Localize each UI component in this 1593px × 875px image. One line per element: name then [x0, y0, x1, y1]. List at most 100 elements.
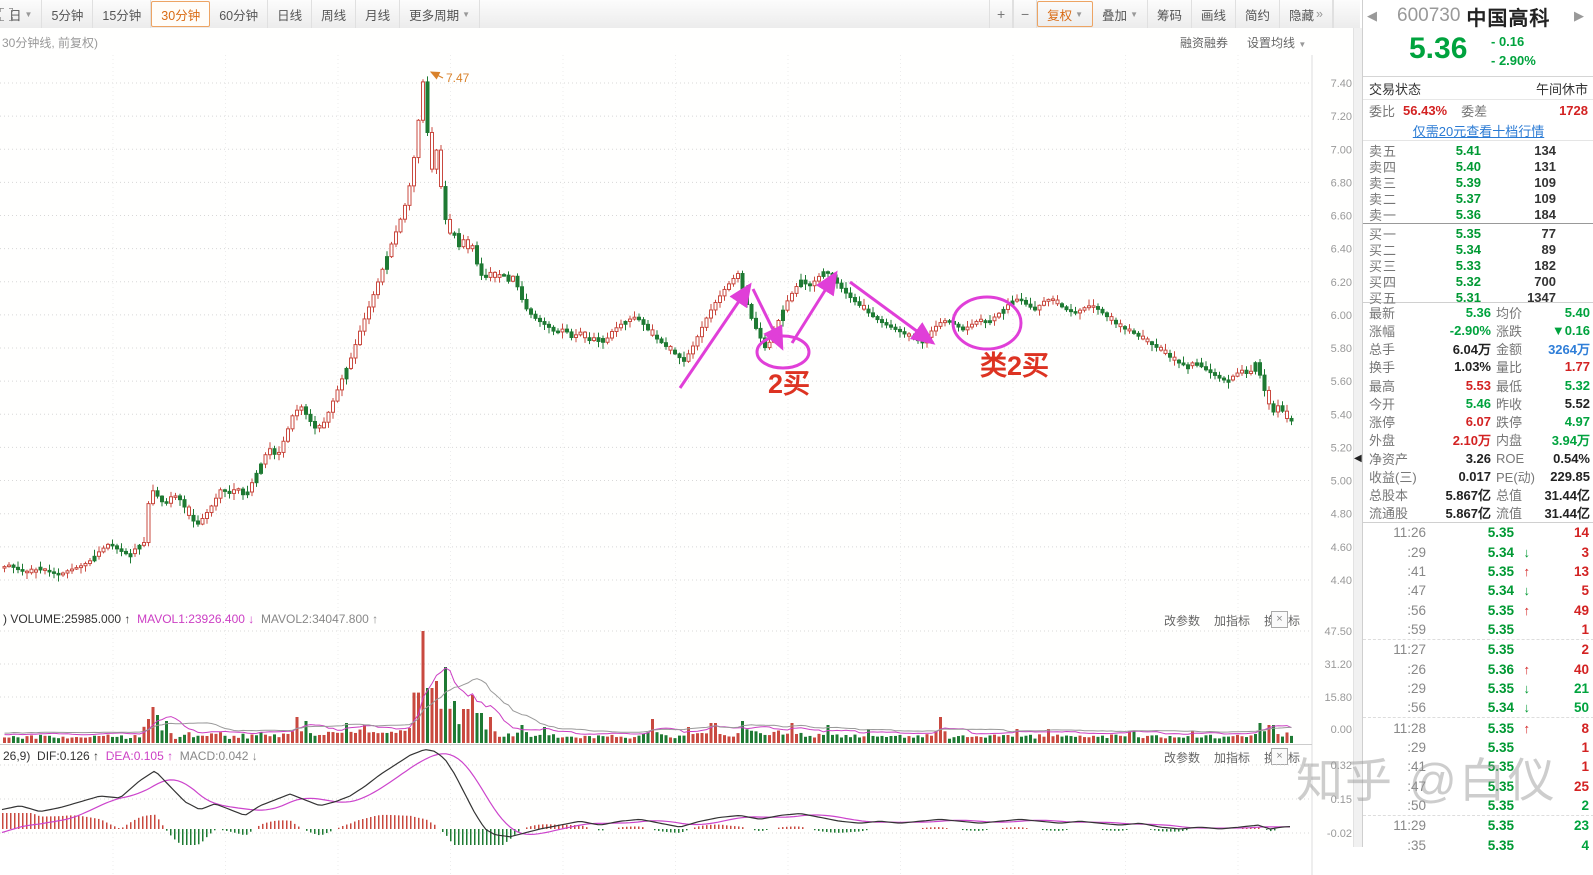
- period-tab-更多周期[interactable]: 更多周期 ▼: [400, 0, 481, 28]
- orderbook-row-卖一[interactable]: 卖一 5.36 184: [1369, 206, 1556, 223]
- price-axis-label: 6.60: [1331, 211, 1352, 223]
- tick-row: :50 5.35 2: [1407, 797, 1589, 813]
- orderbook-row-卖三[interactable]: 卖三 5.39 109: [1369, 174, 1556, 191]
- volume-axis-label: 15.80: [1324, 692, 1352, 704]
- zoom-in-button[interactable]: +: [989, 0, 1014, 28]
- macd-control-加指标[interactable]: 加指标: [1213, 751, 1250, 765]
- stock-name: 中国高科: [1466, 7, 1551, 30]
- orderbook-row-买四[interactable]: 买四 5.32 700: [1369, 273, 1556, 290]
- macd-axis-label: 0.32: [1331, 760, 1352, 772]
- time-and-sales: 11:26 5.35 14:29 5.34 ↓ 3:41 5.35 ↑ 13:47 5.34 ↓ 5:…: [1363, 522, 1593, 853]
- price-axis-label: 6.20: [1331, 277, 1352, 289]
- period-tab-15分钟[interactable]: 15分钟: [93, 0, 152, 28]
- volume-close-icon[interactable]: ×: [1271, 611, 1288, 628]
- tick-row: :56 5.35 ↑ 49: [1407, 602, 1589, 618]
- orderbook-row-买五[interactable]: 买五 5.31 1347: [1369, 289, 1556, 306]
- tool-button-叠加[interactable]: 叠加 ▼: [1093, 0, 1148, 28]
- volume-chart: 47.50 31.20 15.80 0.00: [0, 610, 1352, 745]
- fullscreen-icon[interactable]: [0, 0, 1360, 28]
- macd-chart: 0.32 0.15 -0.02: [0, 745, 1352, 875]
- ma-settings-link[interactable]: 设置均线 ▼: [1247, 36, 1307, 50]
- price-axis-label: 7.40: [1331, 78, 1352, 90]
- period-tab-60分钟[interactable]: 60分钟: [210, 0, 269, 28]
- price-axis-label: 4.80: [1331, 509, 1352, 521]
- tick-row: :56 5.34 ↓ 50: [1407, 700, 1589, 716]
- period-tab-日[interactable]: 日 ▼: [0, 0, 43, 28]
- tick-row: :41 5.35 ↑ 13: [1407, 563, 1589, 579]
- vol-control-加指标[interactable]: 加指标: [1213, 614, 1250, 628]
- macd-params-label: 26,9): [3, 749, 31, 763]
- orderbook-row-卖四[interactable]: 卖四 5.40 131: [1369, 158, 1556, 175]
- stat-row-最高: 最高 5.53 最低 5.32: [1369, 377, 1590, 394]
- order-book: 卖五 5.41 134 卖四 5.40 131 卖三 5.39 109 卖二 5.37 109 卖一 5.…: [1363, 141, 1593, 306]
- macd-control-改参数[interactable]: 改参数: [1163, 751, 1200, 765]
- level2-promo-link[interactable]: 仅需20元查看十档行情: [1412, 123, 1545, 139]
- price-change: - 0.16: [1491, 34, 1525, 49]
- tick-row: 11:26 5.35 14: [1393, 525, 1589, 541]
- volume-axis-label: 31.20: [1324, 659, 1352, 671]
- top-toolbar: 日 ▼ 5分钟 15分钟 30分钟 60分钟 日线 周线 月线 更多周期 ▼ + − 复权 ▼ 叠加 ▼ 筹…: [0, 0, 1360, 29]
- price-axis-label: 7.20: [1331, 111, 1352, 123]
- stat-row-总股本: 总股本 5.867亿 总值 31.44亿: [1369, 488, 1590, 504]
- tool-button-筹码[interactable]: 筹码: [1148, 0, 1192, 28]
- orderbook-row-买三[interactable]: 买三 5.33 182: [1369, 257, 1556, 274]
- volume-label: ) VOLUME:25985.000 ↑: [3, 612, 131, 626]
- orderbook-row-买二[interactable]: 买二 5.34 89: [1369, 241, 1556, 258]
- tick-row: :47 5.34 ↓ 5: [1407, 583, 1589, 599]
- dea-label: DEA:0.105 ↑: [105, 749, 174, 763]
- stat-row-收益(三): 收益(三) 0.017 PE(动) 229.85: [1369, 468, 1590, 485]
- annotations: 2买 类2买 7.47: [429, 71, 1049, 399]
- period-tab-30分钟[interactable]: 30分钟: [151, 1, 211, 27]
- stock-code: 600730: [1397, 5, 1461, 26]
- tool-button-隐藏[interactable]: 隐藏»: [1280, 0, 1333, 28]
- stat-row-最新: 最新 5.36 均价 5.40: [1369, 304, 1590, 321]
- vol-control-改参数[interactable]: 改参数: [1163, 614, 1200, 628]
- price-axis-label: 5.40: [1331, 409, 1352, 421]
- orderbook-row-买一[interactable]: 买一 5.35 77: [1369, 225, 1556, 242]
- tick-row: :41 5.35 1: [1407, 759, 1589, 775]
- trade-status-value: 午间休市: [1535, 81, 1588, 97]
- price-axis-label: 6.00: [1331, 310, 1352, 322]
- stat-row-换手: 换手 1.03% 量比 1.77: [1369, 359, 1590, 376]
- period-tab-周线[interactable]: 周线: [312, 0, 357, 28]
- volume-axis-label: 47.50: [1324, 626, 1352, 638]
- price-change-percent: - 2.90%: [1491, 53, 1536, 68]
- chart-tool-buttons: 复权 ▼ 叠加 ▼ 筹码 画线 简约 隐藏»: [1037, 0, 1333, 28]
- trade-status-label: 交易状态: [1369, 81, 1422, 97]
- orderbook-row-卖五[interactable]: 卖五 5.41 134: [1369, 142, 1556, 159]
- stat-row-净资产: 净资产 3.26 ROE 0.54%: [1369, 450, 1590, 467]
- splitter-collapse-icon[interactable]: ◀: [1354, 453, 1362, 464]
- macd-axis-label: -0.02: [1327, 828, 1352, 840]
- macd-value-label: MACD:0.042 ↓: [179, 749, 258, 763]
- stat-row-今开: 今开 5.46 昨收 5.52: [1369, 395, 1590, 412]
- macd-axis-label: 0.15: [1331, 794, 1352, 806]
- prev-stock-icon[interactable]: ◀: [1367, 8, 1377, 23]
- zoom-out-button[interactable]: −: [1013, 0, 1038, 28]
- period-tab-5分钟[interactable]: 5分钟: [42, 0, 94, 28]
- quote-panel: ◀ 600730 中国高科 ▶ 5.36 - 0.16 - 2.90% 交易状态…: [1362, 0, 1593, 853]
- macd-close-icon[interactable]: ×: [1271, 748, 1288, 765]
- price-axis-label: 6.80: [1331, 177, 1352, 189]
- candlestick-chart[interactable]: 7.40 7.20 7.00 6.80 6.60 6.40 6.20 6.00 5.80 5.60…: [0, 55, 1360, 610]
- tick-row: :47 5.35 25: [1407, 778, 1589, 794]
- buy2-annotation: 2买: [768, 369, 810, 399]
- tool-button-简约[interactable]: 简约: [1236, 0, 1281, 28]
- tool-button-复权[interactable]: 复权 ▼: [1037, 1, 1094, 27]
- period-tabs: 日 ▼ 5分钟 15分钟 30分钟 60分钟 日线 周线 月线 更多周期 ▼: [0, 0, 481, 28]
- panel-splitter[interactable]: ◀: [1353, 28, 1362, 847]
- next-stock-icon[interactable]: ▶: [1574, 8, 1584, 23]
- margin-trading-link[interactable]: 融资融券: [1180, 36, 1229, 50]
- tool-button-画线[interactable]: 画线: [1192, 0, 1237, 28]
- stat-row-涨幅: 涨幅 -2.90% 涨跌 ▼0.16: [1369, 322, 1590, 339]
- period-tab-日线[interactable]: 日线: [268, 0, 313, 28]
- tick-row: :26 5.36 ↑ 40: [1407, 661, 1589, 677]
- weibi-label: 委比: [1369, 103, 1396, 119]
- mavol2-label: MAVOL2:34047.800 ↑: [260, 612, 379, 626]
- stat-row-流通股: 流通股 5.867亿 流值 31.44亿: [1369, 506, 1590, 522]
- period-tab-月线[interactable]: 月线: [356, 0, 401, 28]
- chart-subtitle: 30分钟线, 前复权): [2, 36, 99, 50]
- stat-row-外盘: 外盘 2.10万 内盘 3.94万: [1369, 433, 1590, 449]
- orderbook-row-卖二[interactable]: 卖二 5.37 109: [1369, 190, 1556, 207]
- price-axis-label: 4.60: [1331, 542, 1352, 554]
- weicha-value: 1728: [1559, 102, 1588, 118]
